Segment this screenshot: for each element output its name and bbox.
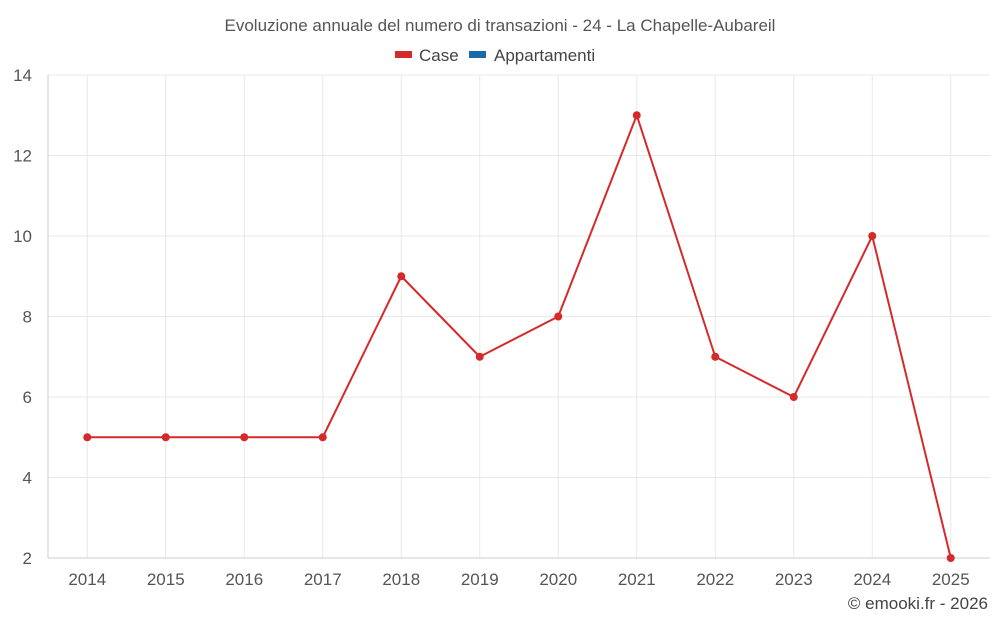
x-tick-label: 2014 (68, 570, 106, 589)
data-point-case-2014[interactable] (83, 433, 92, 442)
y-axis-ticks: 2 4 6 8 10 12 14 (13, 66, 32, 568)
credit-text: © emooki.fr - 2026 (848, 594, 988, 613)
x-tick-label: 2015 (147, 570, 185, 589)
y-tick-label: 12 (13, 147, 32, 166)
x-tick-label: 2023 (775, 570, 813, 589)
legend-label-case: Case (419, 46, 459, 65)
x-tick-label: 2017 (304, 570, 342, 589)
series-line-case (87, 114, 952, 559)
data-point-case-2024[interactable] (868, 232, 877, 240)
x-tick-label: 2016 (225, 570, 263, 589)
y-tick-label: 10 (13, 227, 32, 246)
series-layer (83, 111, 955, 562)
legend-swatch-case (395, 51, 412, 58)
chart-title: Evoluzione annuale del numero di transaz… (225, 16, 776, 35)
y-tick-label: 2 (23, 549, 32, 568)
data-point-case-2018[interactable] (397, 272, 406, 281)
x-tick-label: 2018 (382, 570, 420, 589)
legend-item-case[interactable]: Case (395, 46, 459, 65)
data-point-case-2021[interactable] (632, 111, 641, 120)
legend-item-appartamenti[interactable]: Appartamenti (469, 46, 595, 65)
x-tick-label: 2025 (932, 570, 970, 589)
x-tick-label: 2020 (539, 570, 577, 589)
x-axis-ticks: 2014 2015 2016 2017 2018 2019 2020 2021 2022 2023… (68, 570, 969, 589)
grid (47, 74, 990, 559)
x-tick-label: 2024 (853, 570, 891, 589)
data-point-case-2017[interactable] (318, 433, 327, 442)
y-tick-label: 4 (23, 469, 32, 488)
data-point-case-2015[interactable] (161, 433, 170, 442)
x-tick-label: 2021 (618, 570, 656, 589)
legend-label-appartamenti: Appartamenti (494, 46, 595, 65)
data-point-case-2022[interactable] (711, 352, 720, 361)
x-tick-label: 2022 (696, 570, 734, 589)
x-tick-label: 2019 (461, 570, 499, 589)
data-point-case-2019[interactable] (475, 352, 484, 361)
legend: Case Appartamenti (395, 46, 595, 65)
y-tick-label: 6 (23, 388, 32, 407)
y-tick-label: 14 (13, 66, 32, 85)
y-tick-label: 8 (23, 308, 32, 327)
data-point-case-2016[interactable] (240, 433, 249, 442)
legend-swatch-appartamenti (469, 51, 486, 58)
data-point-case-2025[interactable] (946, 554, 955, 562)
data-point-case-2023[interactable] (789, 393, 798, 401)
data-point-case-2020[interactable] (554, 312, 563, 321)
